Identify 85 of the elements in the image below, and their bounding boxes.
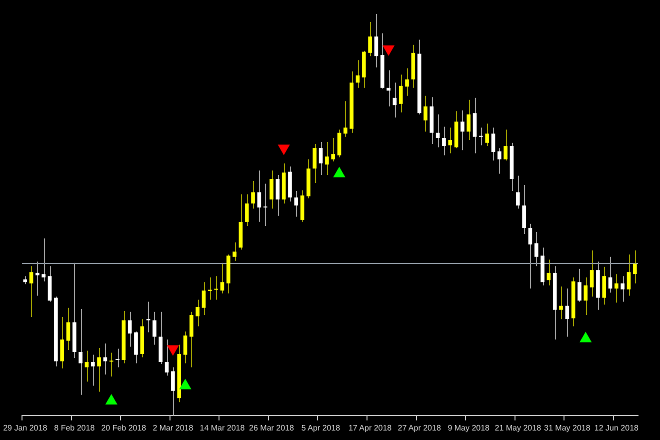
candlestick [116, 348, 120, 368]
candlestick [36, 261, 40, 296]
candlestick [584, 276, 588, 316]
candlestick [442, 126, 446, 156]
candlestick [146, 301, 150, 333]
candlestick [220, 262, 224, 294]
candlestick [534, 231, 538, 267]
x-tick-label: 12 Jun 2018 [594, 423, 640, 432]
x-tick-label: 8 Feb 2018 [54, 423, 96, 432]
candlestick [331, 138, 336, 162]
candlestick [232, 242, 236, 262]
candlestick [312, 144, 317, 184]
candlestick [498, 148, 502, 174]
candlestick [276, 174, 280, 216]
candlestick [78, 308, 82, 396]
candlestick [620, 276, 625, 302]
point [180, 379, 191, 390]
candlestick [263, 183, 268, 226]
candlestick [90, 354, 95, 386]
candlestick [472, 97, 477, 154]
candlestick [128, 311, 132, 348]
candlestick [485, 123, 489, 147]
candlestick [405, 68, 409, 96]
candlestick [257, 170, 262, 222]
candlestick [608, 256, 612, 294]
candlestick [424, 95, 428, 132]
candlestick [171, 366, 175, 416]
candlestick [134, 331, 138, 364]
x-tick-label: 9 May 2018 [448, 423, 490, 432]
point [580, 332, 592, 342]
candlestick [202, 282, 206, 316]
candlestick [374, 14, 378, 68]
candlestick [626, 254, 631, 296]
candlestick [29, 266, 34, 318]
x-tick-label: 29 Jan 2018 [3, 423, 48, 432]
x-tick-label: 20 Feb 2018 [101, 423, 147, 432]
x-tick-label: 5 Apr 2018 [301, 423, 341, 432]
candlestick [60, 316, 64, 369]
candlestick [152, 311, 156, 346]
x-tick-label: 26 Mar 2018 [249, 423, 295, 432]
point [106, 394, 118, 404]
candlestick [460, 110, 464, 151]
candlestick [565, 288, 570, 338]
x-tick-label: 17 Apr 2018 [348, 423, 392, 432]
candlestick [103, 343, 108, 375]
candlestick [214, 276, 218, 300]
candlestick [251, 180, 255, 210]
candlestick [270, 170, 274, 210]
candlestick [183, 331, 188, 364]
candlestick [294, 190, 298, 218]
point [382, 45, 394, 56]
candlestick [97, 347, 101, 392]
candlestick [602, 266, 606, 306]
x-tick-label: 27 Apr 2018 [398, 423, 442, 432]
candlestick [633, 250, 637, 284]
candlestick [164, 339, 169, 376]
candlestick [386, 70, 390, 107]
x-tick-label: 31 May 2018 [544, 423, 591, 432]
candlestick [344, 100, 348, 138]
candlestick [42, 238, 46, 282]
x-tick-label: 14 Mar 2018 [200, 423, 246, 432]
candlestick [504, 129, 508, 162]
candlestick [590, 250, 594, 298]
candlestick [368, 22, 372, 57]
candlestick [318, 142, 323, 176]
candlestick [614, 274, 618, 304]
candlestick [337, 129, 342, 158]
candlestick [479, 127, 483, 146]
candlestick [448, 127, 452, 154]
candlestick [398, 74, 403, 113]
candlestick [466, 99, 471, 141]
candlestick [491, 127, 496, 162]
point [278, 144, 290, 155]
candlestick [522, 184, 526, 234]
x-tick-label: 21 May 2018 [494, 423, 542, 432]
candlestick [559, 286, 563, 320]
candlestick [516, 175, 520, 210]
candlestick [244, 194, 249, 226]
candlestick [190, 311, 194, 368]
x-tick-label: 2 Mar 2018 [152, 423, 194, 432]
candlestick [196, 299, 200, 327]
candlestick [325, 142, 329, 176]
candlestick [109, 352, 114, 377]
candlestick [528, 223, 532, 290]
candlestick [578, 268, 582, 302]
